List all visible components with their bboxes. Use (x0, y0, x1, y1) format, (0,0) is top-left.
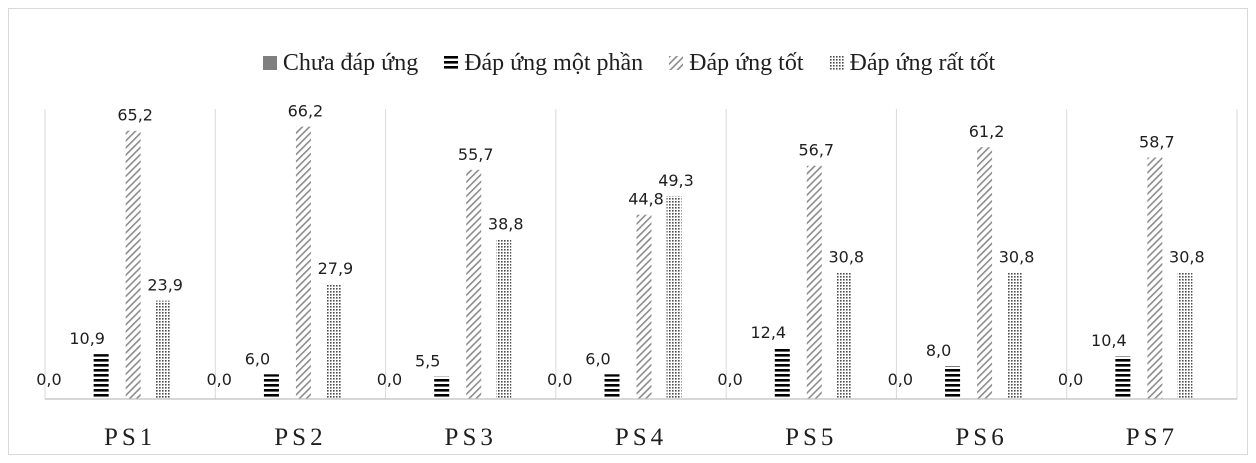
legend-item-4: Đáp ứng rất tốt (829, 49, 996, 77)
bar-ps1-series-3 (125, 130, 141, 399)
data-label-ps6-series-4: 30,8 (999, 247, 1035, 266)
data-label-ps3-series-2: 5,5 (415, 351, 440, 370)
data-label-ps2-series-4: 27,9 (318, 259, 354, 278)
legend-swatch-2 (444, 56, 459, 70)
x-tick-label-ps1: PS1 (104, 424, 156, 451)
bar-ps3-series-3 (466, 169, 482, 399)
data-label-ps1-series-4: 23,9 (147, 276, 183, 295)
bar-ps6-series-2 (945, 366, 961, 399)
data-label-ps7-series-3: 58,7 (1139, 132, 1175, 151)
legend-item-1: Chưa đáp ứng (262, 49, 419, 77)
bar-ps6-series-4 (1007, 272, 1023, 399)
bar-ps4-series-2 (604, 374, 620, 399)
bar-ps5-series-3 (806, 165, 822, 399)
bar-ps7-series-2 (1115, 356, 1131, 399)
legend-swatch-3 (669, 56, 684, 70)
bar-ps5-series-4 (836, 272, 852, 399)
legend-swatch-4 (829, 56, 844, 70)
data-labels: 0,0 10,9 65,2 23,9 0,0 6,0 66,2 27,9 0,0 5,5 55,7 3… (36, 102, 1204, 389)
bar-ps3-series-4 (496, 239, 512, 399)
data-label-ps3-series-4: 38,8 (488, 214, 524, 233)
legend-item-3: Đáp ứng tốt (669, 49, 804, 77)
category-separators (44, 109, 1238, 399)
data-label-ps7-series-1: 0,0 (1058, 370, 1083, 389)
bar-ps7-series-4 (1177, 272, 1193, 399)
bar-ps1-series-4 (155, 300, 171, 399)
data-label-ps7-series-2: 10,4 (1091, 331, 1127, 350)
data-label-ps1-series-2: 10,9 (69, 329, 105, 348)
data-label-ps1-series-3: 65,2 (117, 106, 153, 125)
x-tick-label-ps4: PS4 (615, 424, 667, 451)
bar-ps2-series-3 (295, 126, 311, 400)
bar-ps4-series-3 (636, 214, 652, 399)
legend-swatch-1 (262, 56, 277, 70)
legend-label-3: Đáp ứng tốt (689, 49, 804, 76)
bar-ps2-series-2 (263, 374, 279, 399)
legend-label-4: Đáp ứng rất tốt (849, 49, 996, 76)
data-label-ps5-series-1: 0,0 (717, 370, 742, 389)
data-label-ps5-series-3: 56,7 (798, 141, 834, 160)
data-label-ps1-series-1: 0,0 (36, 370, 61, 389)
data-label-ps6-series-2: 8,0 (926, 341, 951, 360)
x-tick-label-ps5: PS5 (785, 424, 837, 451)
legend-item-2: Đáp ứng một phần (444, 50, 643, 77)
x-tick-label-ps6: PS6 (955, 424, 1007, 451)
data-label-ps6-series-1: 0,0 (888, 370, 913, 389)
data-label-ps5-series-4: 30,8 (828, 247, 864, 266)
x-tick-label-ps3: PS3 (445, 424, 497, 451)
legend-label-1: Chưa đáp ứng (282, 49, 419, 76)
legend: Chưa đáp ứng Đáp ứng một phần Đáp ứng tốt Đ… (9, 45, 1249, 81)
data-label-ps4-series-1: 0,0 (547, 370, 572, 389)
data-label-ps6-series-3: 61,2 (969, 122, 1005, 141)
chart-frame: Chưa đáp ứng Đáp ứng một phần Đáp ứng tốt Đ… (8, 8, 1248, 455)
data-label-ps5-series-2: 12,4 (750, 323, 786, 342)
data-label-ps4-series-2: 6,0 (585, 349, 610, 368)
data-label-ps2-series-2: 6,0 (245, 349, 270, 368)
x-tick-label-ps7: PS7 (1126, 424, 1178, 451)
bar-ps4-series-4 (666, 196, 682, 399)
legend-label-2: Đáp ứng một phần (464, 49, 644, 76)
bar-ps7-series-3 (1147, 157, 1163, 399)
bar-ps1-series-2 (93, 354, 109, 399)
bar-ps5-series-2 (774, 347, 790, 399)
data-label-ps7-series-4: 30,8 (1169, 247, 1205, 266)
bar-ps2-series-4 (325, 284, 341, 399)
data-label-ps3-series-3: 55,7 (458, 145, 494, 164)
bar-chart: 0,0 10,9 65,2 23,9 0,0 6,0 66,2 27,9 0,0 5,5 55,7 3… (36, 102, 1238, 451)
data-label-ps2-series-3: 66,2 (288, 102, 324, 121)
x-tick-labels: PS1 PS2 PS3 PS4 PS5 PS6 PS7 (104, 424, 1178, 451)
data-label-ps4-series-3: 44,8 (628, 190, 664, 209)
data-label-ps2-series-1: 0,0 (206, 370, 231, 389)
bars (93, 126, 1193, 400)
data-label-ps3-series-1: 0,0 (377, 370, 402, 389)
bar-ps6-series-3 (977, 147, 993, 399)
bar-ps3-series-2 (434, 376, 450, 399)
x-tick-label-ps2: PS2 (274, 424, 326, 451)
data-label-ps4-series-4: 49,3 (658, 171, 694, 190)
